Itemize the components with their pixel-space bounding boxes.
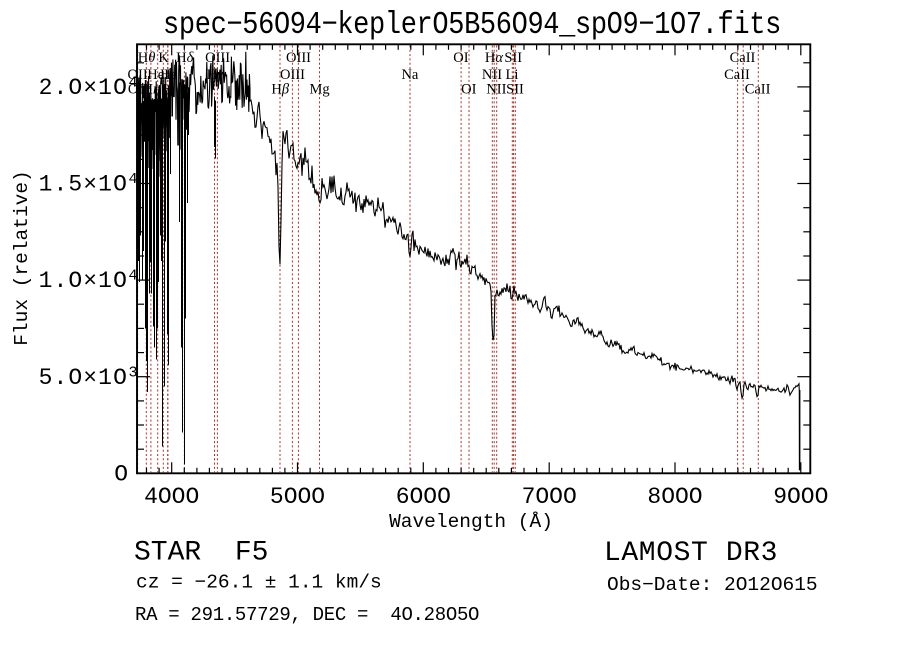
svg-text:NII: NII [486,82,506,98]
svg-text:O: O [114,462,128,488]
svg-text:K: K [158,50,169,66]
svg-text:SII: SII [504,50,522,66]
svg-text:Li: Li [506,67,519,83]
svg-text:6OOO: 6OOO [396,484,451,510]
svg-text:Hδ: Hδ [176,50,193,66]
svg-text:3: 3 [129,364,138,381]
svg-text:OI: OI [453,50,468,66]
svg-text:Flux (relative): Flux (relative) [11,170,33,346]
svg-text:STAR F5: STAR F5 [134,538,268,569]
svg-text:4OOO: 4OOO [144,484,199,510]
svg-text:CaII: CaII [730,50,756,66]
svg-text:Wavelength (Å): Wavelength (Å) [389,511,553,533]
svg-text:4: 4 [129,75,138,92]
svg-text:4: 4 [129,268,138,285]
svg-text:OIII: OIII [286,50,311,66]
svg-text:8OOO: 8OOO [647,484,702,510]
svg-text:NII: NII [482,67,502,83]
svg-text:4: 4 [129,171,138,188]
svg-text:1.5×1O: 1.5×1O [39,172,128,198]
svg-text:HeI: HeI [147,67,169,83]
svg-text:cz = −26.1 ± 1.1 km/s: cz = −26.1 ± 1.1 km/s [136,572,382,594]
svg-text:9OOO: 9OOO [773,484,828,510]
svg-text:SII: SII [506,82,524,98]
svg-text:OII: OII [128,82,148,98]
svg-text:1.O×1O: 1.O×1O [39,268,128,294]
svg-text:Obs−Date: 2O12O615: Obs−Date: 2O12O615 [607,574,818,596]
svg-text:OIII: OIII [205,50,230,66]
svg-text:CaII: CaII [724,67,750,83]
svg-text:OI: OI [461,82,476,98]
svg-text:5OOO: 5OOO [270,484,325,510]
svg-text:Hη: Hη [142,82,160,98]
svg-text:Hγ: Hγ [207,67,224,83]
svg-text:Hβ: Hβ [271,82,289,98]
svg-text:Na: Na [401,67,418,83]
svg-text:Hθ: Hθ [138,50,156,66]
svg-text:7OOO: 7OOO [522,484,577,510]
svg-text:2.O×1O: 2.O×1O [39,75,128,101]
svg-text:CaII: CaII [745,82,771,98]
svg-text:RA = 291.57729, DEC = 4O.28O5: RA = 291.57729, DEC = 4O.28O5O [135,604,479,626]
svg-text:LAMOST DR3: LAMOST DR3 [604,538,778,569]
svg-text:OIII: OIII [280,67,305,83]
svg-text:5.O×1O: 5.O×1O [39,365,128,391]
svg-text:Hα: Hα [485,50,503,66]
svg-text:OII: OII [128,67,148,83]
svg-text:Hε: Hε [160,67,176,83]
svg-text:H: H [163,82,174,98]
svg-text:spec−56O94−keplerO5B56O94_spO9: spec−56O94−keplerO5B56O94_spO9−1O7.fits [163,7,781,42]
svg-text:Mg: Mg [310,82,330,98]
